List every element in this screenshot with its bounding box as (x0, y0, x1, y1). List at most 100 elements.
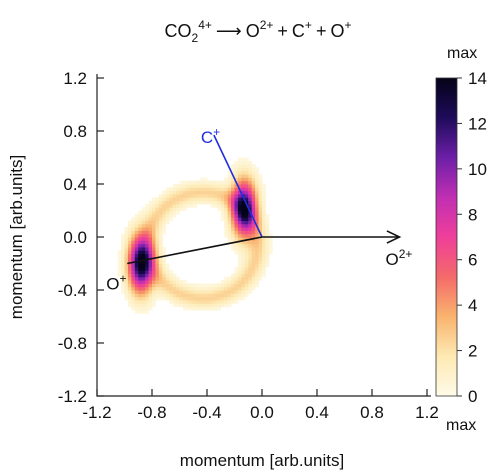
heatmap-cell (217, 296, 222, 301)
heatmap-cell (231, 203, 235, 208)
heatmap-cell (124, 240, 129, 245)
heatmap-cell (138, 227, 143, 231)
heatmap-cell (148, 286, 153, 291)
heatmap-cell (217, 303, 222, 308)
heatmap-cell (220, 283, 225, 288)
colorbar-top-label: max (447, 45, 477, 62)
heatmap-cell (186, 200, 191, 205)
heatmap-cell (141, 260, 146, 265)
heatmap-cell (165, 187, 170, 192)
heatmap-cell (217, 200, 222, 205)
heatmap-cell (138, 220, 143, 225)
heatmap-cell (251, 260, 256, 265)
heatmap-cell (134, 223, 139, 228)
heatmap-cell (193, 286, 198, 291)
heatmap-cell (210, 187, 215, 192)
heatmap-cell (237, 296, 242, 301)
heatmap-cell (265, 227, 270, 231)
heatmap-cell (138, 303, 143, 308)
heatmap-cell (220, 303, 225, 308)
heatmap-cell (251, 280, 256, 284)
heatmap-cell (134, 286, 139, 291)
heatmap-cell (268, 246, 273, 251)
heatmap-cell (231, 164, 235, 168)
heatmap-cell (248, 246, 253, 251)
heatmap-cell (251, 256, 256, 261)
heatmap-cell (237, 293, 242, 298)
heatmap-cell (234, 296, 239, 301)
heatmap-cell (158, 263, 163, 268)
heatmap-cell (176, 299, 180, 304)
heatmap-cell (145, 266, 149, 271)
heatmap-cell (138, 273, 143, 278)
heatmap-cell (262, 227, 266, 231)
heatmap-cell (186, 296, 191, 301)
heatmap-cell (231, 187, 235, 192)
heatmap-cell (189, 193, 194, 198)
heatmap-cell (265, 263, 270, 268)
heatmap-cell (217, 207, 222, 212)
heatmap-cell (127, 227, 132, 231)
heatmap-cell (193, 299, 198, 304)
heatmap-cell (155, 296, 160, 301)
heatmap-cell (217, 184, 222, 188)
heatmap-cell (124, 263, 129, 268)
heatmap-cell (224, 233, 229, 238)
heatmap-cell (179, 187, 184, 192)
heatmap-cell (158, 273, 163, 278)
heatmap-cell (145, 270, 149, 274)
heatmap-cell (169, 293, 174, 298)
tick-labels: -1.2 -0.8 -0.4 0.0 0.4 0.8 1.2 1.2 0.8 0.4 0.0 -0.4… (58, 69, 439, 422)
heatmap-cell (148, 246, 153, 251)
heatmap-cell (255, 246, 259, 251)
heatmap-cell (145, 203, 149, 208)
heatmap-cell (231, 193, 235, 198)
heatmap-cell (241, 223, 246, 228)
heatmap-cell (227, 237, 232, 241)
heatmap-cell (155, 290, 160, 294)
heatmap-cell (131, 250, 136, 255)
heatmap-cell (231, 286, 235, 291)
heatmap-cell (158, 296, 163, 301)
heatmap-cell (152, 260, 156, 265)
heatmap-cell (196, 187, 201, 192)
heatmap-cell (172, 296, 177, 301)
heatmap-cell (176, 296, 180, 301)
heatmap-cell (162, 280, 167, 284)
heatmap-cell (210, 296, 215, 301)
heatmap-cell (127, 237, 132, 241)
heatmap-cell (124, 233, 129, 238)
heatmap-cell (210, 306, 215, 311)
y-tick-label: 0.4 (63, 175, 87, 194)
heatmap-cell (241, 273, 246, 278)
heatmap-cell (155, 217, 160, 221)
heatmap-cell (220, 213, 225, 218)
heatmap-cell (248, 190, 253, 195)
heatmap-cell (186, 187, 191, 192)
heatmap-cell (224, 290, 229, 294)
heatmap-cell (189, 197, 194, 202)
heatmap-cell (145, 280, 149, 284)
heatmap-cell (258, 187, 263, 192)
heatmap-cell (179, 207, 184, 212)
heatmap-cell (258, 213, 263, 218)
heatmap-cell (237, 233, 242, 238)
heatmap-cell (244, 160, 249, 165)
heatmap-cell (255, 170, 259, 175)
heatmap-cell (227, 180, 232, 185)
heatmap-cell (231, 184, 235, 188)
heatmap-cell (148, 270, 153, 274)
x-tick-label: 0.8 (360, 403, 384, 422)
heatmap-cell (179, 184, 184, 188)
heatmap-cell (145, 273, 149, 278)
heatmap-cell (141, 286, 146, 291)
heatmap-cell (124, 246, 129, 251)
heatmap-cell (152, 290, 156, 294)
heatmap-cell (244, 174, 249, 178)
heatmap-cell (186, 290, 191, 294)
heatmap-cell (196, 197, 201, 202)
heatmap-cell (131, 227, 136, 231)
heatmap-cell (231, 299, 235, 304)
heatmap-cell (155, 273, 160, 278)
heatmap-cell (158, 233, 163, 238)
